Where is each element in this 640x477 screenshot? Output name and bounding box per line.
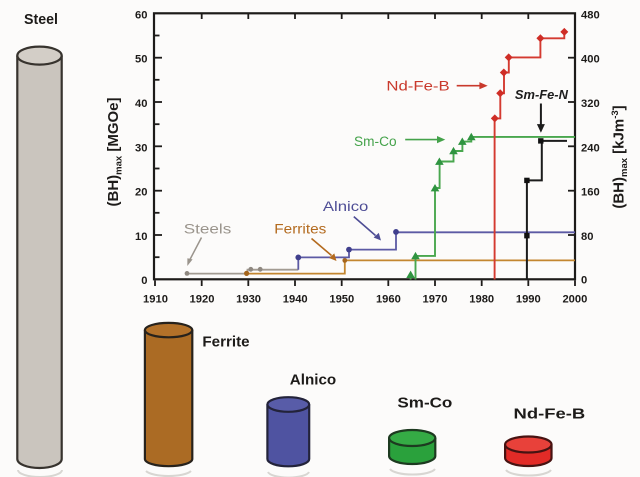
svg-text:1940: 1940	[283, 293, 308, 305]
svg-text:Nd-Fe-B: Nd-Fe-B	[514, 405, 586, 422]
svg-text:1930: 1930	[236, 293, 261, 305]
svg-text:0: 0	[581, 274, 587, 286]
svg-text:(BH)max [MGOe]: (BH)max [MGOe]	[105, 97, 124, 206]
svg-text:1920: 1920	[190, 293, 215, 305]
svg-text:Ferrites: Ferrites	[274, 222, 326, 237]
svg-text:60: 60	[135, 9, 147, 21]
svg-text:Sm-Fe-N: Sm-Fe-N	[515, 88, 569, 102]
svg-text:1950: 1950	[329, 293, 354, 305]
svg-text:1960: 1960	[376, 293, 401, 305]
svg-text:Steel: Steel	[24, 11, 58, 28]
svg-text:2000: 2000	[562, 293, 587, 305]
svg-text:1980: 1980	[469, 293, 494, 305]
svg-text:Nd-Fe-B: Nd-Fe-B	[386, 79, 449, 94]
svg-text:1970: 1970	[423, 293, 448, 305]
svg-text:(BH)max [kJm-3]: (BH)max [kJm-3]	[610, 105, 630, 208]
svg-text:Alnico: Alnico	[290, 371, 336, 388]
svg-text:Sm-Co: Sm-Co	[354, 134, 397, 149]
svg-text:Sm-Co: Sm-Co	[397, 394, 452, 411]
svg-text:320: 320	[581, 98, 600, 110]
svg-text:Alnico: Alnico	[323, 199, 369, 214]
svg-text:Ferrite: Ferrite	[202, 333, 249, 350]
svg-text:40: 40	[135, 98, 147, 110]
svg-text:400: 400	[581, 54, 600, 66]
svg-text:50: 50	[135, 54, 147, 66]
svg-text:20: 20	[135, 187, 147, 199]
svg-text:10: 10	[135, 231, 147, 243]
svg-text:1990: 1990	[516, 293, 541, 305]
svg-text:Steels: Steels	[184, 222, 232, 237]
svg-text:30: 30	[135, 142, 147, 154]
svg-text:240: 240	[581, 142, 600, 154]
svg-text:80: 80	[581, 231, 593, 243]
svg-text:480: 480	[581, 9, 600, 21]
svg-text:0: 0	[141, 275, 147, 287]
svg-text:160: 160	[581, 187, 600, 199]
svg-text:1910: 1910	[143, 293, 168, 305]
